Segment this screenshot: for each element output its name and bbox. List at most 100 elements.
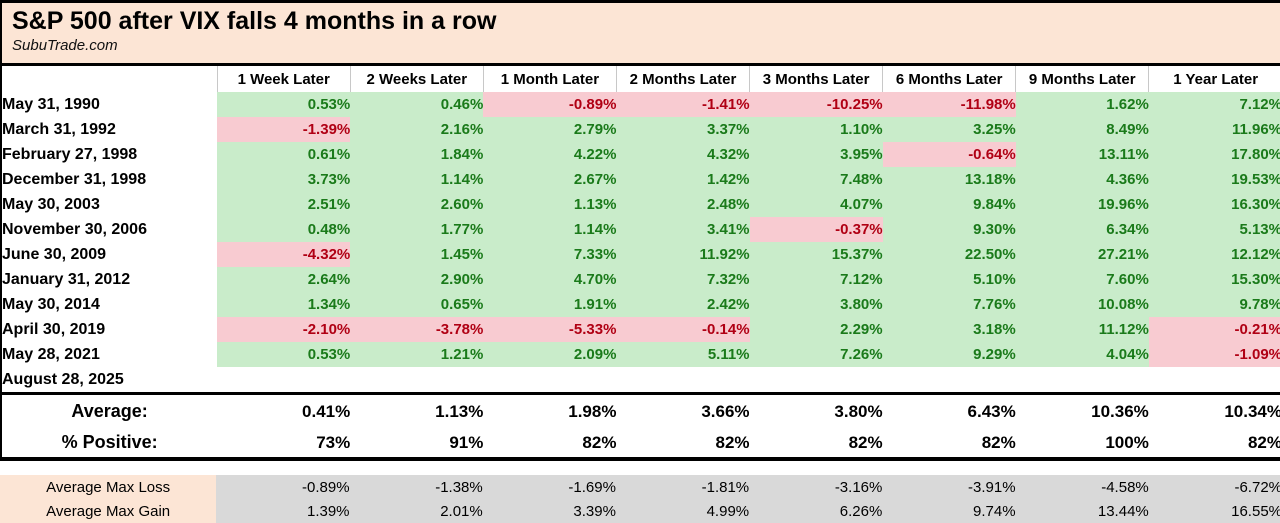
spacer [0,461,1280,475]
return-cell: 2.51% [217,192,351,217]
return-cell: 22.50% [882,242,1016,267]
max-gain-value: 1.39% [216,499,350,523]
return-cell: 4.32% [616,142,750,167]
return-cell: 7.32% [616,267,750,292]
return-cell: 1.14% [483,217,617,242]
table-row: February 27, 1998 0.61% 1.84% 4.22% 4.32% 3.9… [1,142,1280,167]
return-cell: 0.46% [350,92,484,117]
return-cell: 17.80% [1148,142,1280,167]
pct-positive-label: % Positive: [1,428,218,459]
return-cell: 7.26% [749,342,883,367]
max-loss-value: -0.89% [216,475,350,499]
return-cell: 4.36% [1015,167,1149,192]
max-loss-row: Average Max Loss -0.89% -1.38% -1.69% -1.81… [0,475,1280,499]
column-header: 1 Month Later [482,66,617,92]
max-loss-label: Average Max Loss [0,475,217,499]
column-header: 2 Months Later [615,66,750,92]
average-value: 10.34% [1148,393,1280,428]
return-cell: 11.12% [1015,317,1149,342]
return-cell: 4.70% [483,267,617,292]
returns-table: 1 Week Later 2 Weeks Later 1 Month Later 2 … [0,66,1280,392]
return-cell: 13.11% [1015,142,1149,167]
pct-positive-value: 82% [749,428,883,459]
table-row: November 30, 2006 0.48% 1.77% 1.14% 3.41% -0.… [1,217,1280,242]
return-cell: 10.08% [1015,292,1149,317]
return-cell: 15.30% [1148,267,1280,292]
return-cell: 2.09% [483,342,617,367]
return-cell: 1.62% [1015,92,1149,117]
return-cell [217,367,351,392]
return-cell: 2.48% [616,192,750,217]
row-date: April 30, 2019 [1,317,218,342]
return-cell: 0.61% [217,142,351,167]
return-cell: 3.18% [882,317,1016,342]
return-cell [749,367,883,392]
return-cell: -3.78% [350,317,484,342]
extremes-block: Average Max Loss -0.89% -1.38% -1.69% -1.81… [0,475,1280,523]
return-cell: 16.30% [1148,192,1280,217]
return-cell: 0.53% [217,92,351,117]
return-cell: 5.13% [1148,217,1280,242]
return-cell: -0.64% [882,142,1016,167]
return-cell: 1.10% [749,117,883,142]
max-gain-label: Average Max Gain [0,499,217,523]
max-loss-value: -1.38% [349,475,483,499]
pct-positive-row: % Positive: 73% 91% 82% 82% 82% 82% 100% 82% [1,428,1280,459]
return-cell: 13.18% [882,167,1016,192]
return-cell: -4.32% [217,242,351,267]
max-loss-value: -1.69% [482,475,616,499]
row-date: May 30, 2014 [1,292,218,317]
return-cell: 4.04% [1015,342,1149,367]
summary-block: Average: 0.41% 1.13% 1.98% 3.66% 3.80% 6.43% 1… [0,392,1280,461]
return-cell: 7.76% [882,292,1016,317]
return-cell: 3.37% [616,117,750,142]
max-loss-value: -1.81% [615,475,750,499]
return-cell: -11.98% [882,92,1016,117]
max-loss-value: -4.58% [1015,475,1149,499]
max-gain-value: 6.26% [749,499,883,523]
row-date: November 30, 2006 [1,217,218,242]
return-cell: 2.16% [350,117,484,142]
return-cell: -10.25% [749,92,883,117]
pct-positive-value: 73% [217,428,351,459]
max-gain-value: 3.39% [482,499,616,523]
column-header: 9 Months Later [1015,66,1149,92]
return-cell: 3.73% [217,167,351,192]
return-cell: 0.65% [350,292,484,317]
return-cell: 5.10% [882,267,1016,292]
return-cell [483,367,617,392]
return-cell [350,367,484,392]
return-cell: 1.84% [350,142,484,167]
table-row: May 30, 2003 2.51% 2.60% 1.13% 2.48% 4.07% 9.8… [1,192,1280,217]
return-cell: 15.37% [749,242,883,267]
max-gain-value: 4.99% [615,499,750,523]
return-cell: 9.29% [882,342,1016,367]
return-cell: -0.89% [483,92,617,117]
pct-positive-value: 82% [1148,428,1280,459]
return-cell: -1.41% [616,92,750,117]
table-row: June 30, 2009 -4.32% 1.45% 7.33% 11.92% 15.37… [1,242,1280,267]
max-gain-row: Average Max Gain 1.39% 2.01% 3.39% 4.99% 6.2… [0,499,1280,523]
row-date: May 30, 2003 [1,192,218,217]
return-cell: 3.25% [882,117,1016,142]
row-date: January 31, 2012 [1,267,218,292]
column-header: 1 Year Later [1148,66,1280,92]
return-cell: 3.95% [749,142,883,167]
max-gain-value: 16.55% [1148,499,1280,523]
max-loss-value: -3.91% [882,475,1016,499]
pct-positive-value: 82% [882,428,1016,459]
return-cell: 0.53% [217,342,351,367]
average-value: 1.13% [350,393,484,428]
column-header: 2 Weeks Later [349,66,484,92]
row-date: May 31, 1990 [1,92,218,117]
row-date: August 28, 2025 [1,367,218,392]
return-cell: 7.48% [749,167,883,192]
return-cell: 2.29% [749,317,883,342]
average-value: 1.98% [483,393,617,428]
return-cell: 9.30% [882,217,1016,242]
return-cell: 4.07% [749,192,883,217]
return-cell: 9.84% [882,192,1016,217]
corner-cell [1,66,218,92]
average-value: 3.80% [749,393,883,428]
